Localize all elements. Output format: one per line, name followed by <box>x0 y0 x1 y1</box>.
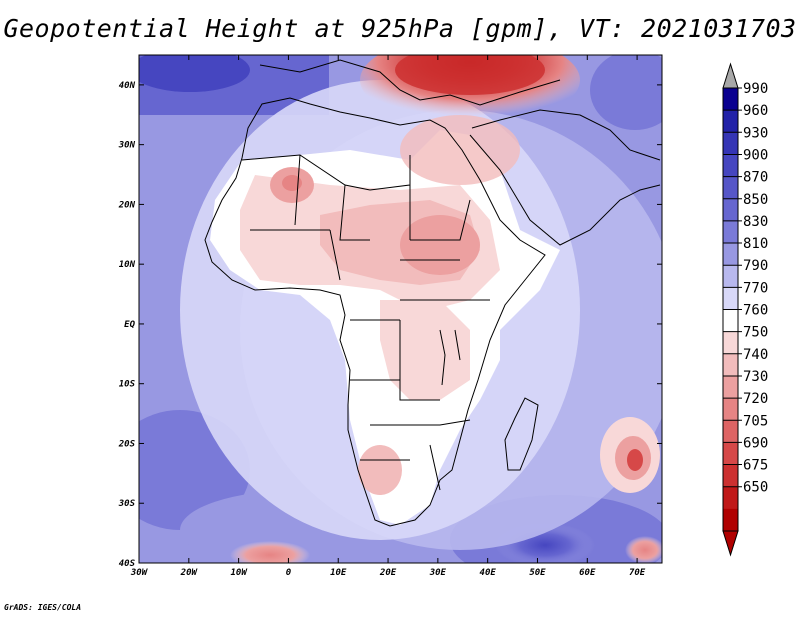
nw-low-core <box>139 55 250 92</box>
colorbar-swatch <box>723 309 738 333</box>
lon-label: 20E <box>379 568 397 578</box>
lon-label: 40E <box>480 568 497 578</box>
credit-label: GrADS: IGES/COLA <box>4 603 82 612</box>
africa-coastline <box>204 97 546 527</box>
colorbar-swatch <box>723 265 738 288</box>
se-corner-warm <box>625 536 662 563</box>
southern-africa-warm <box>358 445 402 495</box>
arabian-coast <box>469 134 661 246</box>
colorbar-label: 830 <box>743 214 768 230</box>
lon-label: 20W <box>180 568 199 578</box>
colorbar-swatch <box>723 420 738 443</box>
colorbar-swatch <box>723 154 738 178</box>
colorbar-label: 870 <box>743 170 768 186</box>
chart-title: Geopotential Height at 925hPa [gpm], VT:… <box>3 14 797 43</box>
lon-label: 70E <box>629 568 646 578</box>
colorbar-swatch <box>723 442 738 466</box>
mali-heat-core <box>282 175 302 191</box>
colorbar-swatch <box>723 486 738 510</box>
colorbar-swatch <box>723 331 738 355</box>
colorbar-label: 750 <box>743 325 768 341</box>
colorbar-label: 960 <box>743 103 768 119</box>
mediterranean-low-core <box>395 55 545 95</box>
colorbar-swatch <box>723 243 738 266</box>
lon-label: 30W <box>130 568 149 578</box>
colorbar-label: 850 <box>743 192 768 208</box>
colorbar-label: 705 <box>743 413 768 429</box>
colorbar-label: 650 <box>743 480 768 496</box>
middle-east-outline <box>471 109 661 161</box>
rift-lakes <box>439 329 461 386</box>
colorbar-label: 730 <box>743 369 768 385</box>
lat-label: 10N <box>119 260 136 270</box>
lat-label: 20N <box>118 200 136 210</box>
colorbar-label: 720 <box>743 391 768 407</box>
lon-label: 10W <box>230 568 248 578</box>
lat-label: 20S <box>118 439 136 449</box>
lat-label: 40S <box>119 559 136 569</box>
europe-coast <box>259 59 561 106</box>
egypt-warm <box>400 115 520 185</box>
colorbar: 990 960 930 900 870 850 830 810 790 770 760 750 740 7… <box>722 62 768 557</box>
colorbar-swatch <box>723 176 738 200</box>
colorbar-swatch <box>723 132 738 155</box>
lat-label: 40N <box>119 81 136 91</box>
colorbar-swatch <box>723 198 738 222</box>
central-africa-warm <box>380 300 470 400</box>
ne-blue-region <box>590 55 662 130</box>
lon-label: 60E <box>579 568 596 578</box>
lon-label: 50E <box>529 568 546 578</box>
colorbar-swatch <box>723 375 738 399</box>
lon-label: 10E <box>330 568 347 578</box>
lat-label: EQ <box>124 320 135 330</box>
colorbar-swatch <box>723 287 738 310</box>
colorbar-swatch <box>723 398 738 421</box>
colorbar-top-arrow <box>722 62 739 89</box>
colorbar-swatch <box>723 353 738 377</box>
madagascar-outline <box>504 397 539 471</box>
country-borders <box>241 154 490 491</box>
sudan-heat-low <box>400 215 480 275</box>
colorbar-label: 760 <box>743 303 768 319</box>
colorbar-label: 740 <box>743 347 768 363</box>
lat-label: 30S <box>118 499 136 509</box>
colorbar-swatch <box>723 464 738 488</box>
lon-label: 0 <box>286 568 292 578</box>
colorbar-label: 675 <box>743 458 768 474</box>
coastlines-and-borders <box>204 59 661 527</box>
south-atlantic-warm <box>230 541 310 563</box>
colorbar-label: 900 <box>743 147 768 163</box>
latitude-axis: 40N 30N 20N 10N EQ 10S 20S 30S 40S <box>118 81 662 569</box>
colorbar-bottom-arrow <box>722 530 739 557</box>
map-plot-area <box>139 55 662 563</box>
indian-ocean-high-core <box>627 449 643 471</box>
lat-label: 30N <box>118 141 136 151</box>
colorbar-label: 810 <box>743 236 768 252</box>
lon-label: 30E <box>429 568 447 578</box>
colorbar-label: 770 <box>743 280 768 296</box>
lat-label: 10S <box>119 380 136 390</box>
colorbar-label: 930 <box>743 125 768 141</box>
colorbar-label: 990 <box>743 81 768 97</box>
colorbar-swatch <box>723 508 738 532</box>
map-frame <box>138 54 663 564</box>
colorbar-label: 690 <box>743 435 768 451</box>
colorbar-swatch <box>723 220 738 244</box>
colorbar-swatch <box>723 88 738 111</box>
colorbar-label: 790 <box>743 258 768 274</box>
longitude-axis: 30W 20W 10W 0 10E 20E 30E 40E 50E 60E 70E <box>130 55 646 578</box>
colorbar-swatch <box>723 110 738 133</box>
